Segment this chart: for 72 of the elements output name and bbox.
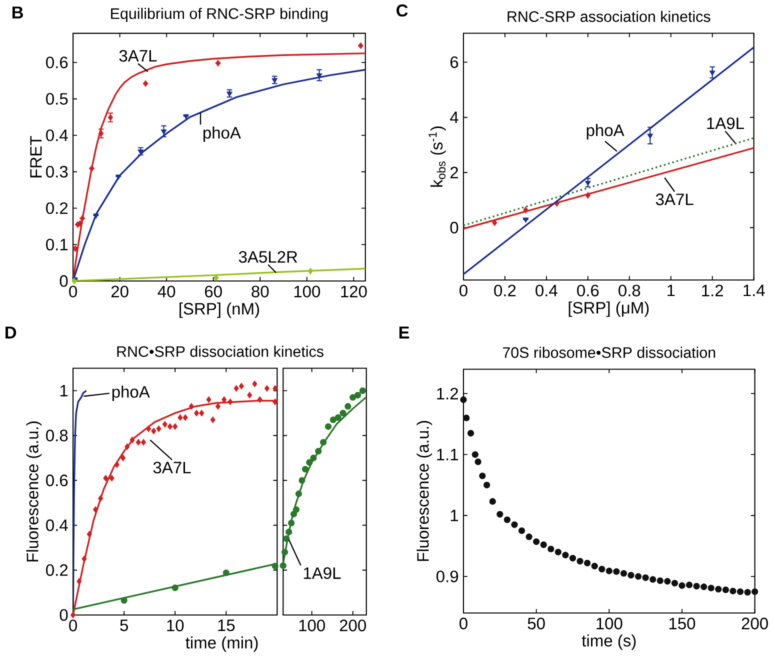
- annotation: phoA: [586, 124, 624, 140]
- x-tick-label: 150: [669, 618, 696, 630]
- y-tick-label: 0.2: [46, 564, 68, 576]
- text: C: [396, 4, 408, 17]
- y-axis-title: FRET: [30, 136, 42, 178]
- annotation: 1A9L: [707, 118, 744, 130]
- annotation: 3A7L: [153, 462, 191, 474]
- y-tick-label: 0.3: [46, 166, 68, 178]
- x-tick-label: 20: [111, 286, 128, 298]
- x-tick-label: 0.6: [577, 284, 599, 297]
- y-tick-label: 1: [450, 510, 458, 522]
- x-axis-title: time (s): [582, 634, 636, 650]
- annotation: 3A7L: [656, 194, 694, 206]
- x-tick-label: 40: [158, 286, 176, 298]
- x-tick-label: 5: [120, 620, 128, 632]
- y-tick-label: 0.4: [46, 520, 68, 532]
- chart-title: 70S ribosome•SRP dissociation: [502, 347, 716, 358]
- x-tick-label: 1.4: [744, 284, 765, 296]
- annotation: 1A9L: [304, 568, 341, 580]
- y-tick-label: 1.1: [437, 449, 458, 460]
- chart-title: RNC•SRP dissociation kinetics: [117, 346, 324, 358]
- y-tick-label: 0.4: [46, 130, 68, 142]
- annotation: phoA: [112, 386, 150, 402]
- x-tick-label: 0: [460, 618, 468, 630]
- annotation: 3A5L2R: [238, 251, 298, 264]
- x-axis-title: time (min): [186, 636, 258, 652]
- x-tick-label: 100: [299, 620, 325, 632]
- x-axis-title: [SRP] (nM): [180, 302, 260, 318]
- x-tick-label: 200: [742, 618, 768, 630]
- x-tick-label: 100: [596, 618, 622, 630]
- text: B: [12, 6, 23, 19]
- x-axis-title: [SRP] (μM): [568, 302, 649, 318]
- y-tick-label: 0.8: [46, 430, 68, 442]
- x-tick-label: 0.8: [618, 284, 640, 297]
- x-tick-label: 10: [167, 620, 184, 632]
- y-tick-label: 4: [450, 112, 458, 124]
- y-tick-label: 1: [60, 385, 68, 397]
- y-tick-label: 0.2: [46, 202, 68, 214]
- x-tick-label: 120: [341, 286, 367, 298]
- x-tick-label: 0: [460, 284, 468, 297]
- y-tick-label: 0.1: [46, 238, 68, 251]
- x-tick-label: 0.2: [494, 284, 516, 297]
- chart-title: RNC-SRP association kinetics: [508, 11, 710, 22]
- y-axis-title: Fluorescence (a.u.): [26, 422, 42, 562]
- y-tick-label: 2: [450, 166, 458, 178]
- x-tick-label: 0.4: [536, 284, 558, 297]
- x-tick-label: 0: [69, 286, 77, 298]
- y-tick-label: 0: [450, 222, 458, 234]
- y-tick-label: 6: [450, 56, 458, 68]
- x-tick-label: 1.2: [702, 284, 723, 296]
- chart-title: Equilibrium of RNC-SRP binding: [111, 8, 328, 22]
- x-tick-label: 100: [294, 286, 320, 298]
- y-tick-label: 0.6: [46, 56, 68, 68]
- x-tick-label: 60: [205, 286, 222, 298]
- y-tick-label: 0.5: [46, 93, 68, 105]
- y-tick-label: 1.2: [437, 388, 458, 400]
- x-tick-label: 50: [528, 618, 545, 630]
- y-tick-label: 0: [60, 275, 68, 288]
- x-tick-label: 0: [69, 620, 77, 632]
- y-tick-label: 0.9: [436, 570, 458, 582]
- y-tick-label: 0: [60, 609, 68, 622]
- text: D: [6, 326, 16, 339]
- x-tick-label: 1: [668, 284, 675, 296]
- text: E: [399, 326, 410, 339]
- annotation: phoA: [203, 126, 241, 142]
- y-axis-title: Fluorescence (a.u.): [416, 421, 432, 562]
- y-axis-title: k$_{obs}$ (s$^{-1}$): [428, 126, 446, 187]
- annotation: 3A7L: [119, 50, 157, 62]
- x-tick-label: 200: [340, 620, 366, 632]
- x-tick-label: 15: [218, 620, 235, 632]
- y-tick-label: 0.6: [46, 474, 68, 486]
- x-tick-label: 80: [252, 286, 269, 298]
